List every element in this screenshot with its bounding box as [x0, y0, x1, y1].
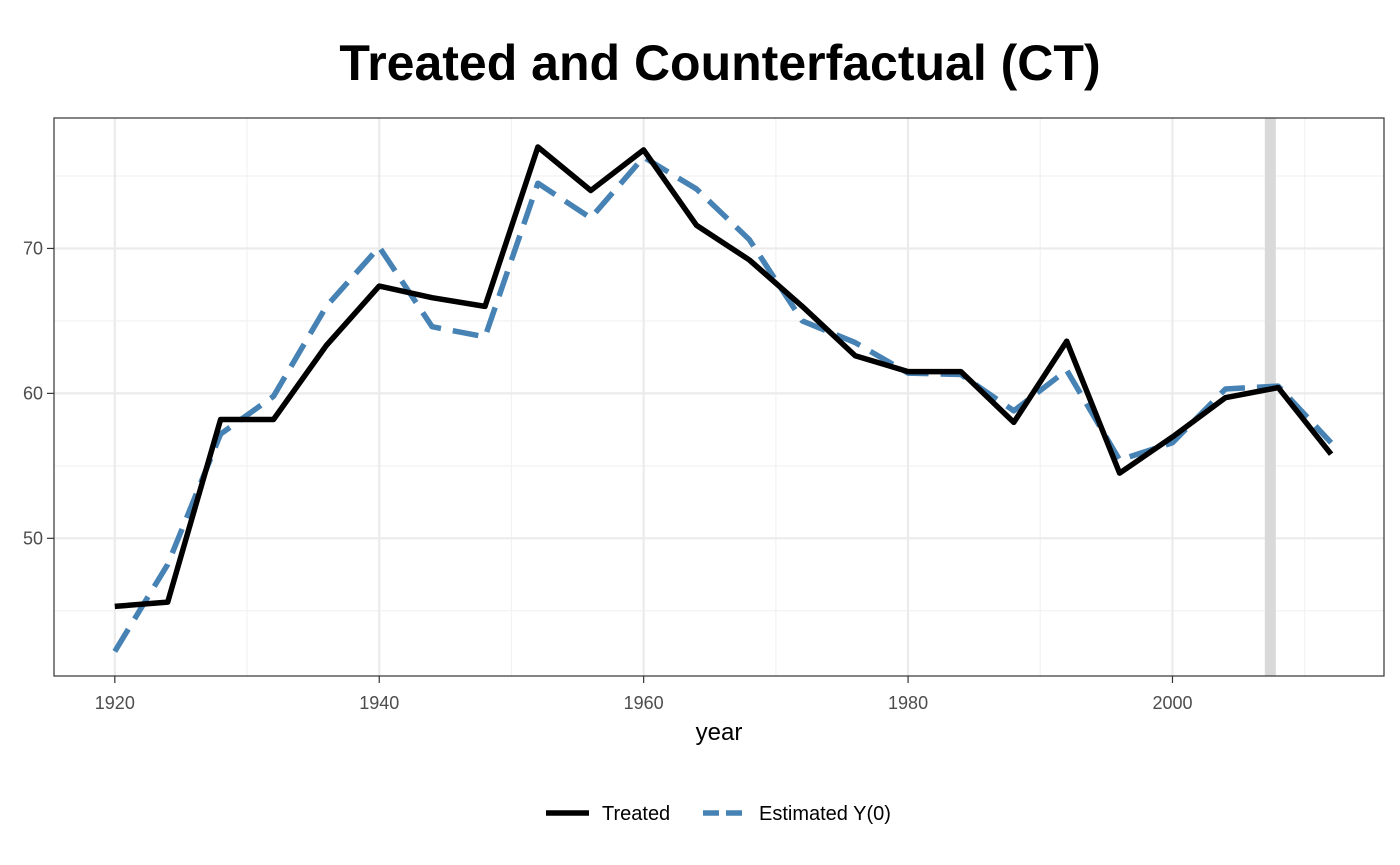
chart-title: Treated and Counterfactual (CT) — [339, 35, 1100, 91]
grid-minor — [54, 118, 1384, 676]
legend: Treated Estimated Y(0) — [546, 803, 891, 825]
x-tick-label: 1940 — [359, 693, 399, 713]
series-line-treated — [114, 144, 1334, 610]
x-axis: 1920 1940 1960 1980 2000 — [95, 676, 1192, 713]
y-tick-label: 50 — [23, 528, 43, 548]
x-tick-label: 2000 — [1152, 693, 1192, 713]
series-line-estimated-y-0 — [112, 154, 1334, 653]
plot-background — [54, 118, 1384, 676]
legend-label-treated: Treated — [602, 803, 670, 825]
x-axis-title: year — [696, 719, 743, 746]
x-tick-label: 1960 — [624, 693, 664, 713]
legend-label-estimated-y-0: Estimated Y(0) — [759, 803, 891, 825]
series-lines — [112, 144, 1334, 653]
y-axis: 50 60 70 — [23, 238, 54, 548]
plot-panel — [54, 118, 1384, 676]
grid-major — [54, 118, 1384, 676]
x-tick-label: 1980 — [888, 693, 928, 713]
y-tick-label: 70 — [23, 238, 43, 258]
panel-border — [53, 117, 1385, 677]
x-tick-label: 1920 — [95, 693, 135, 713]
y-tick-label: 60 — [23, 383, 43, 403]
plot-border — [53, 117, 1385, 677]
